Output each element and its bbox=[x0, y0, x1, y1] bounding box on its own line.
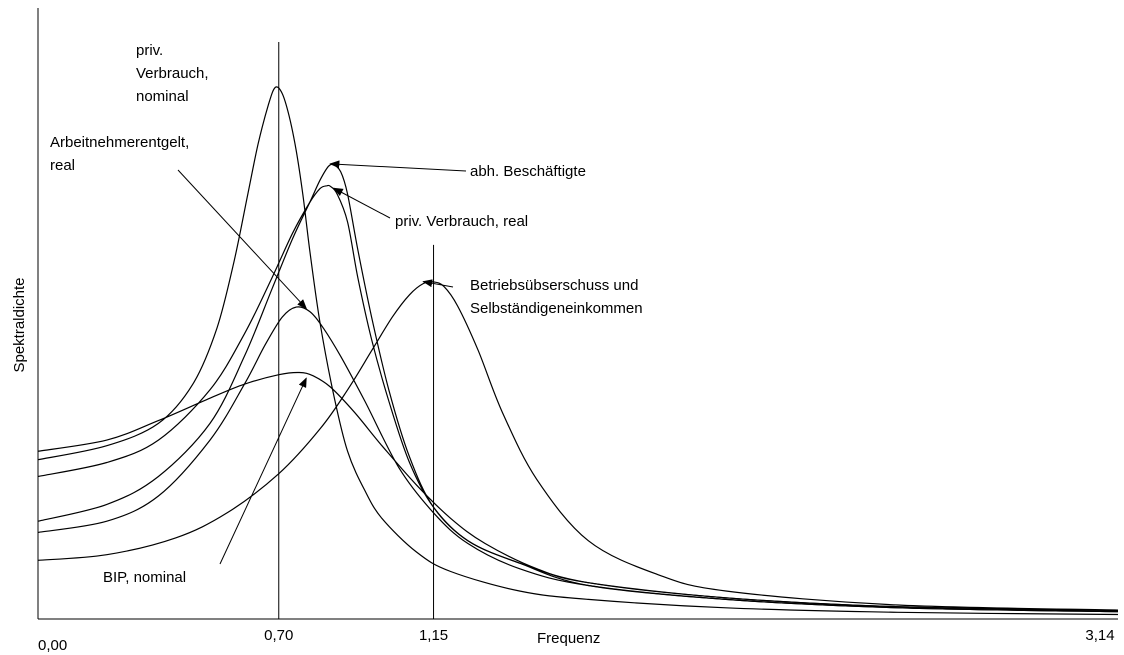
series-layer bbox=[37, 86, 1119, 616]
x-tick-label: 0,70 bbox=[264, 627, 293, 644]
annotation-arrow-4 bbox=[219, 377, 307, 565]
series-line-2 bbox=[37, 184, 1119, 612]
annotation-label-1: abh. Beschäftigte bbox=[470, 163, 586, 180]
annotation-arrow-2 bbox=[332, 187, 391, 219]
series-line-3 bbox=[37, 306, 1119, 613]
series-line-5 bbox=[37, 281, 1119, 611]
annotation-label-2: priv. Verbrauch, real bbox=[395, 213, 528, 230]
reference-lines bbox=[278, 42, 435, 619]
series-line-0 bbox=[37, 86, 1119, 616]
axes bbox=[37, 8, 1118, 620]
y-axis-label: Spektraldichte bbox=[11, 277, 28, 372]
annotation-label-4: BIP, nominal bbox=[103, 569, 186, 586]
annotation-arrow-3 bbox=[177, 169, 307, 310]
series-line-4 bbox=[37, 371, 1119, 612]
x-axis-label: Frequenz bbox=[537, 630, 600, 647]
x-tick-label: 0,00 bbox=[38, 637, 67, 654]
x-tick-labels: 0,00 0,70 1,15 3,14 bbox=[38, 627, 1115, 654]
x-tick-label: 3,14 bbox=[1085, 627, 1114, 644]
annotation-label-3: Arbeitnehmerentgelt, real bbox=[50, 134, 189, 174]
annotation-arrow-5 bbox=[422, 279, 454, 288]
series-line-1 bbox=[37, 163, 1119, 613]
annotation-layer: priv. Verbrauch, nominal abh. Beschäftigte p… bbox=[50, 42, 643, 586]
x-tick-label: 1,15 bbox=[419, 627, 448, 644]
annotation-label-0: priv. Verbrauch, nominal bbox=[136, 42, 209, 105]
annotation-label-5: Betriebsübserschuss und Selbständigeneink… bbox=[470, 277, 643, 317]
annotation-arrow-1 bbox=[329, 160, 467, 172]
